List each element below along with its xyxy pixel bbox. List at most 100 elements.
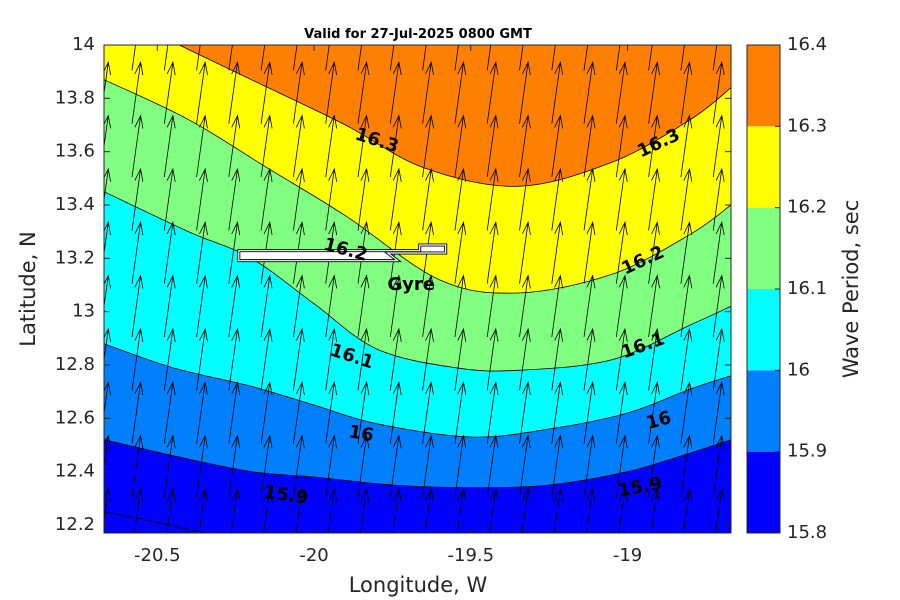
colorbar-swatch-16.3: [747, 45, 780, 127]
wave-vector-arrow: [551, 327, 564, 391]
wave-vector-arrow: [263, 487, 273, 533]
wave-vector-arrow: [712, 434, 725, 498]
wave-vector-arrow: [519, 221, 531, 284]
y-tick-label: 12.2: [55, 514, 95, 535]
wave-vector-arrow: [553, 487, 564, 533]
wave-vector-arrow: [230, 487, 241, 533]
wave-vector-arrow: [424, 487, 434, 533]
wave-vector-arrow: [357, 167, 370, 231]
wave-vector-arrow: [228, 167, 241, 231]
y-tick-label: 13.6: [55, 141, 95, 162]
wave-vector-arrow: [583, 434, 596, 498]
wave-vector-arrow: [680, 45, 685, 71]
wave-vector-arrow: [357, 327, 370, 391]
wave-vector-arrow: [680, 221, 693, 284]
wave-vector-arrow: [166, 487, 176, 533]
wave-vector-arrow: [583, 45, 589, 71]
wave-vector-arrow: [260, 327, 273, 391]
wave-vector-arrow: [586, 487, 596, 533]
wave-vector-arrow: [648, 45, 653, 71]
wave-vector-arrow: [454, 381, 467, 444]
colorbar-swatch-16: [747, 289, 780, 371]
wave-vector-arrow: [422, 327, 434, 391]
wave-vector-arrow: [357, 45, 362, 71]
wave-vector-arrow: [712, 114, 725, 178]
wave-vector-arrow: [422, 45, 427, 71]
wave-vector-arrow: [486, 434, 499, 498]
wave-vector-arrow: [357, 434, 370, 498]
wave-vector-arrow: [519, 381, 531, 444]
wave-vector-arrow: [228, 327, 241, 391]
wave-vector-arrow: [712, 45, 718, 71]
contour-line-16.1: [104, 191, 731, 372]
wave-vector-arrow: [260, 45, 266, 71]
wave-vector-arrow: [551, 167, 564, 231]
wave-vector-arrow: [583, 167, 596, 231]
wave-vector-arrow: [454, 434, 467, 498]
wave-vector-arrow: [454, 221, 467, 284]
y-tick-label: 12.4: [55, 461, 95, 482]
x-tick-label: -20: [299, 545, 328, 566]
y-tick-label: 13.8: [55, 87, 95, 108]
wave-vector-arrow: [389, 327, 402, 391]
wave-vector-arrow: [454, 274, 467, 338]
wave-vector-arrow: [196, 274, 208, 338]
colorbar-swatch-16.1: [747, 207, 780, 289]
wave-vector-arrow: [680, 327, 693, 391]
wave-vector-arrow: [454, 167, 467, 231]
wave-vector-arrow: [163, 45, 169, 71]
wave-vector-arrow: [389, 45, 395, 71]
x-axis: -20.5 -20 -19.5 -19: [134, 45, 642, 566]
wave-vector-arrow: [486, 381, 499, 444]
wave-vector-arrow: [486, 327, 499, 391]
wave-vector-arrow: [196, 221, 208, 284]
wave-vector-arrow: [615, 327, 628, 391]
colorbar-swatch-16.2: [747, 126, 780, 208]
wave-vector-arrow: [260, 114, 273, 178]
wave-vector-arrow: [680, 167, 693, 231]
x-axis-label: Longitude, W: [349, 573, 488, 597]
colorbar-tick-label: 16.4: [787, 34, 827, 55]
wave-vector-arrow: [486, 167, 499, 231]
wave-vector-arrow: [583, 221, 596, 284]
wave-vector-arrow: [615, 114, 628, 178]
wave-vector-arrow: [293, 274, 305, 338]
wave-vector-arrow: [295, 487, 305, 533]
wave-vector-arrow: [486, 114, 499, 178]
contour-line-15.9: [104, 439, 731, 489]
y-tick-label: 13.2: [55, 247, 95, 268]
wave-vector-arrow: [456, 487, 467, 533]
wave-vector-arrow: [228, 274, 241, 338]
wave-vector-arrow: [422, 61, 434, 124]
wave-vector-arrow: [454, 45, 459, 71]
contour-fills: [104, 45, 731, 533]
wave-vector-arrow: [260, 274, 273, 338]
wave-vector-arrow: [519, 114, 531, 178]
colorbar-tick-label: 15.9: [787, 441, 827, 462]
wave-vector-arrow: [615, 45, 621, 71]
wave-vector-arrow: [196, 61, 208, 124]
wave-vector-arrow: [615, 381, 628, 444]
wave-vector-arrow: [389, 61, 402, 124]
wave-vector-arrow: [680, 274, 693, 338]
wave-vector-arrow: [389, 114, 402, 178]
wave-vector-arrow: [325, 274, 338, 338]
wave-vector-arrow: [196, 167, 208, 231]
wave-vector-arrow: [131, 45, 136, 71]
wave-vector-arrow: [228, 114, 241, 178]
colorbar-tick-label: 16: [787, 359, 810, 380]
y-axis-label: Latitude, N: [16, 231, 40, 347]
wave-vector-arrow: [228, 434, 241, 498]
wave-vector-arrow: [519, 327, 531, 391]
colorbar-tick-label: 16.1: [787, 278, 827, 299]
wave-vector-arrow: [422, 167, 434, 231]
wave-vector-arrow: [519, 167, 531, 231]
wave-vector-arrow: [228, 61, 241, 124]
wave-vector-arrow: [131, 381, 144, 444]
wave-vector-arrow: [551, 274, 564, 338]
wave-vector-arrow: [551, 434, 564, 498]
gyre-marker: Gyre: [237, 243, 448, 295]
wave-vector-arrow: [422, 274, 434, 338]
wave-vector-arrow: [648, 327, 660, 391]
